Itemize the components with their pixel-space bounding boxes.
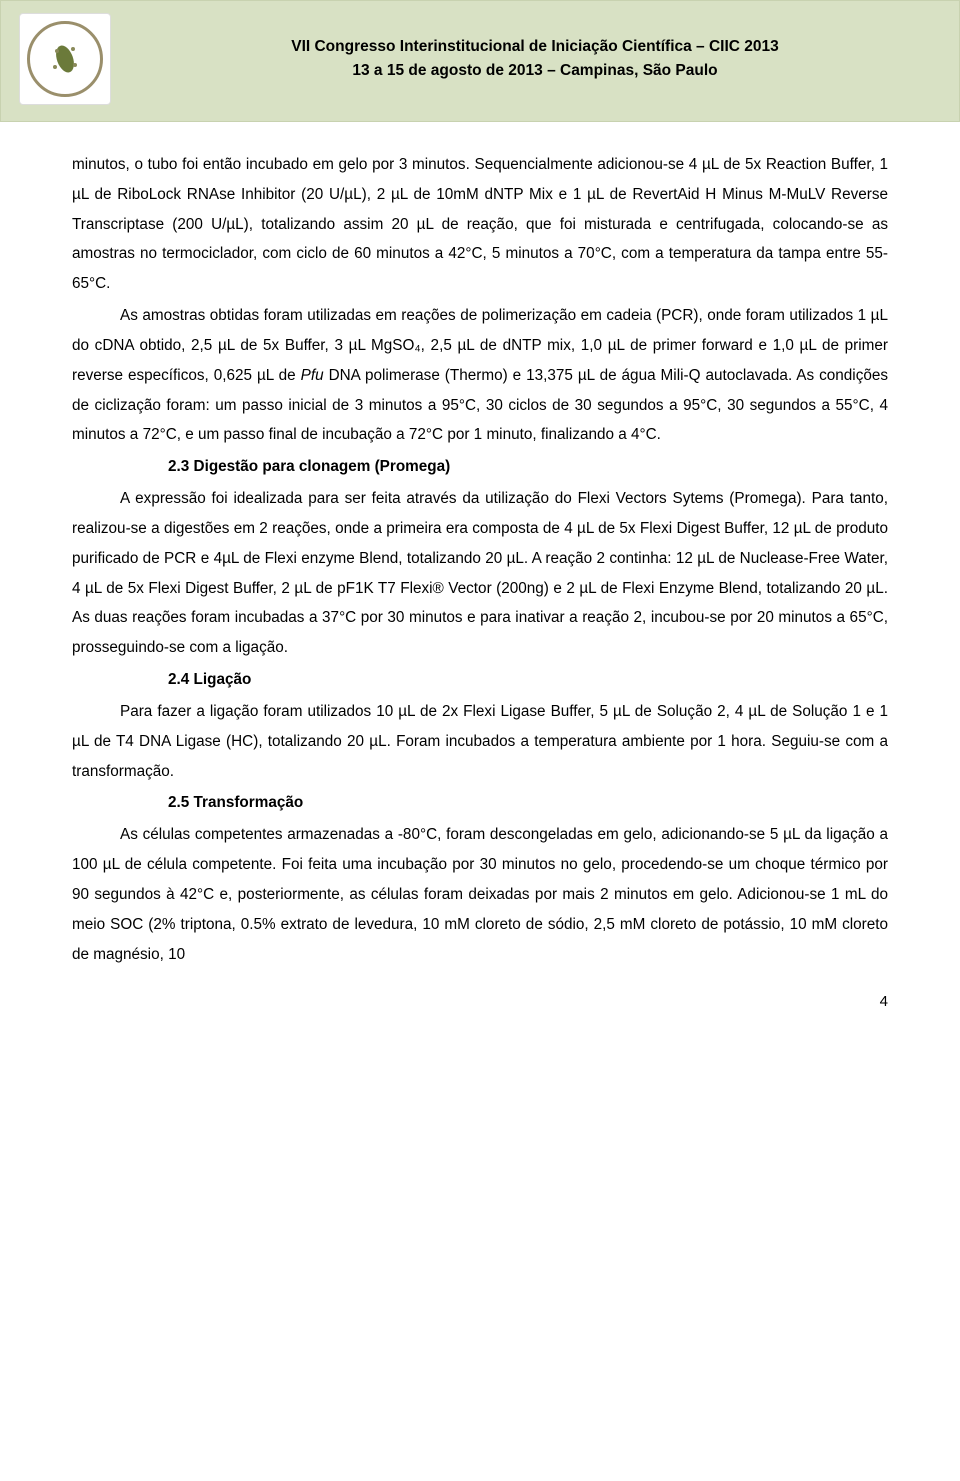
logo-seal-icon (27, 21, 103, 97)
section-number: 2.5 (120, 788, 189, 818)
conference-dates: 13 a 15 de agosto de 2013 – Campinas, Sã… (129, 62, 941, 80)
section-2-3-heading: 2.3 Digestão para clonagem (Promega) (72, 452, 888, 482)
page-number: 4 (0, 993, 960, 1010)
body-content: minutos, o tubo foi então incubado em ge… (0, 122, 960, 969)
section-number: 2.3 (120, 452, 189, 482)
conference-title: VII Congresso Interinstitucional de Inic… (129, 38, 941, 56)
paragraph-1: minutos, o tubo foi então incubado em ge… (72, 150, 888, 299)
section-2-4-heading: 2.4 Ligação (72, 665, 888, 695)
paragraph-5: As células competentes armazenadas a -80… (72, 820, 888, 969)
page: VII Congresso Interinstitucional de Inic… (0, 0, 960, 1050)
paragraph-4: Para fazer a ligação foram utilizados 10… (72, 697, 888, 786)
paragraph-2: As amostras obtidas foram utilizadas em … (72, 301, 888, 450)
header-banner: VII Congresso Interinstitucional de Inic… (0, 0, 960, 122)
section-number: 2.4 (120, 665, 189, 695)
section-title: Transformação (194, 794, 304, 811)
section-2-5-heading: 2.5 Transformação (72, 788, 888, 818)
leaf-icon (45, 39, 85, 79)
section-title: Ligação (194, 671, 252, 688)
banner-text: VII Congresso Interinstitucional de Inic… (129, 38, 941, 80)
p2-pfu-italic: Pfu (301, 367, 324, 384)
paragraph-3: A expressão foi idealizada para ser feit… (72, 484, 888, 663)
section-title: Digestão para clonagem (Promega) (194, 458, 451, 475)
conference-logo (19, 13, 111, 105)
